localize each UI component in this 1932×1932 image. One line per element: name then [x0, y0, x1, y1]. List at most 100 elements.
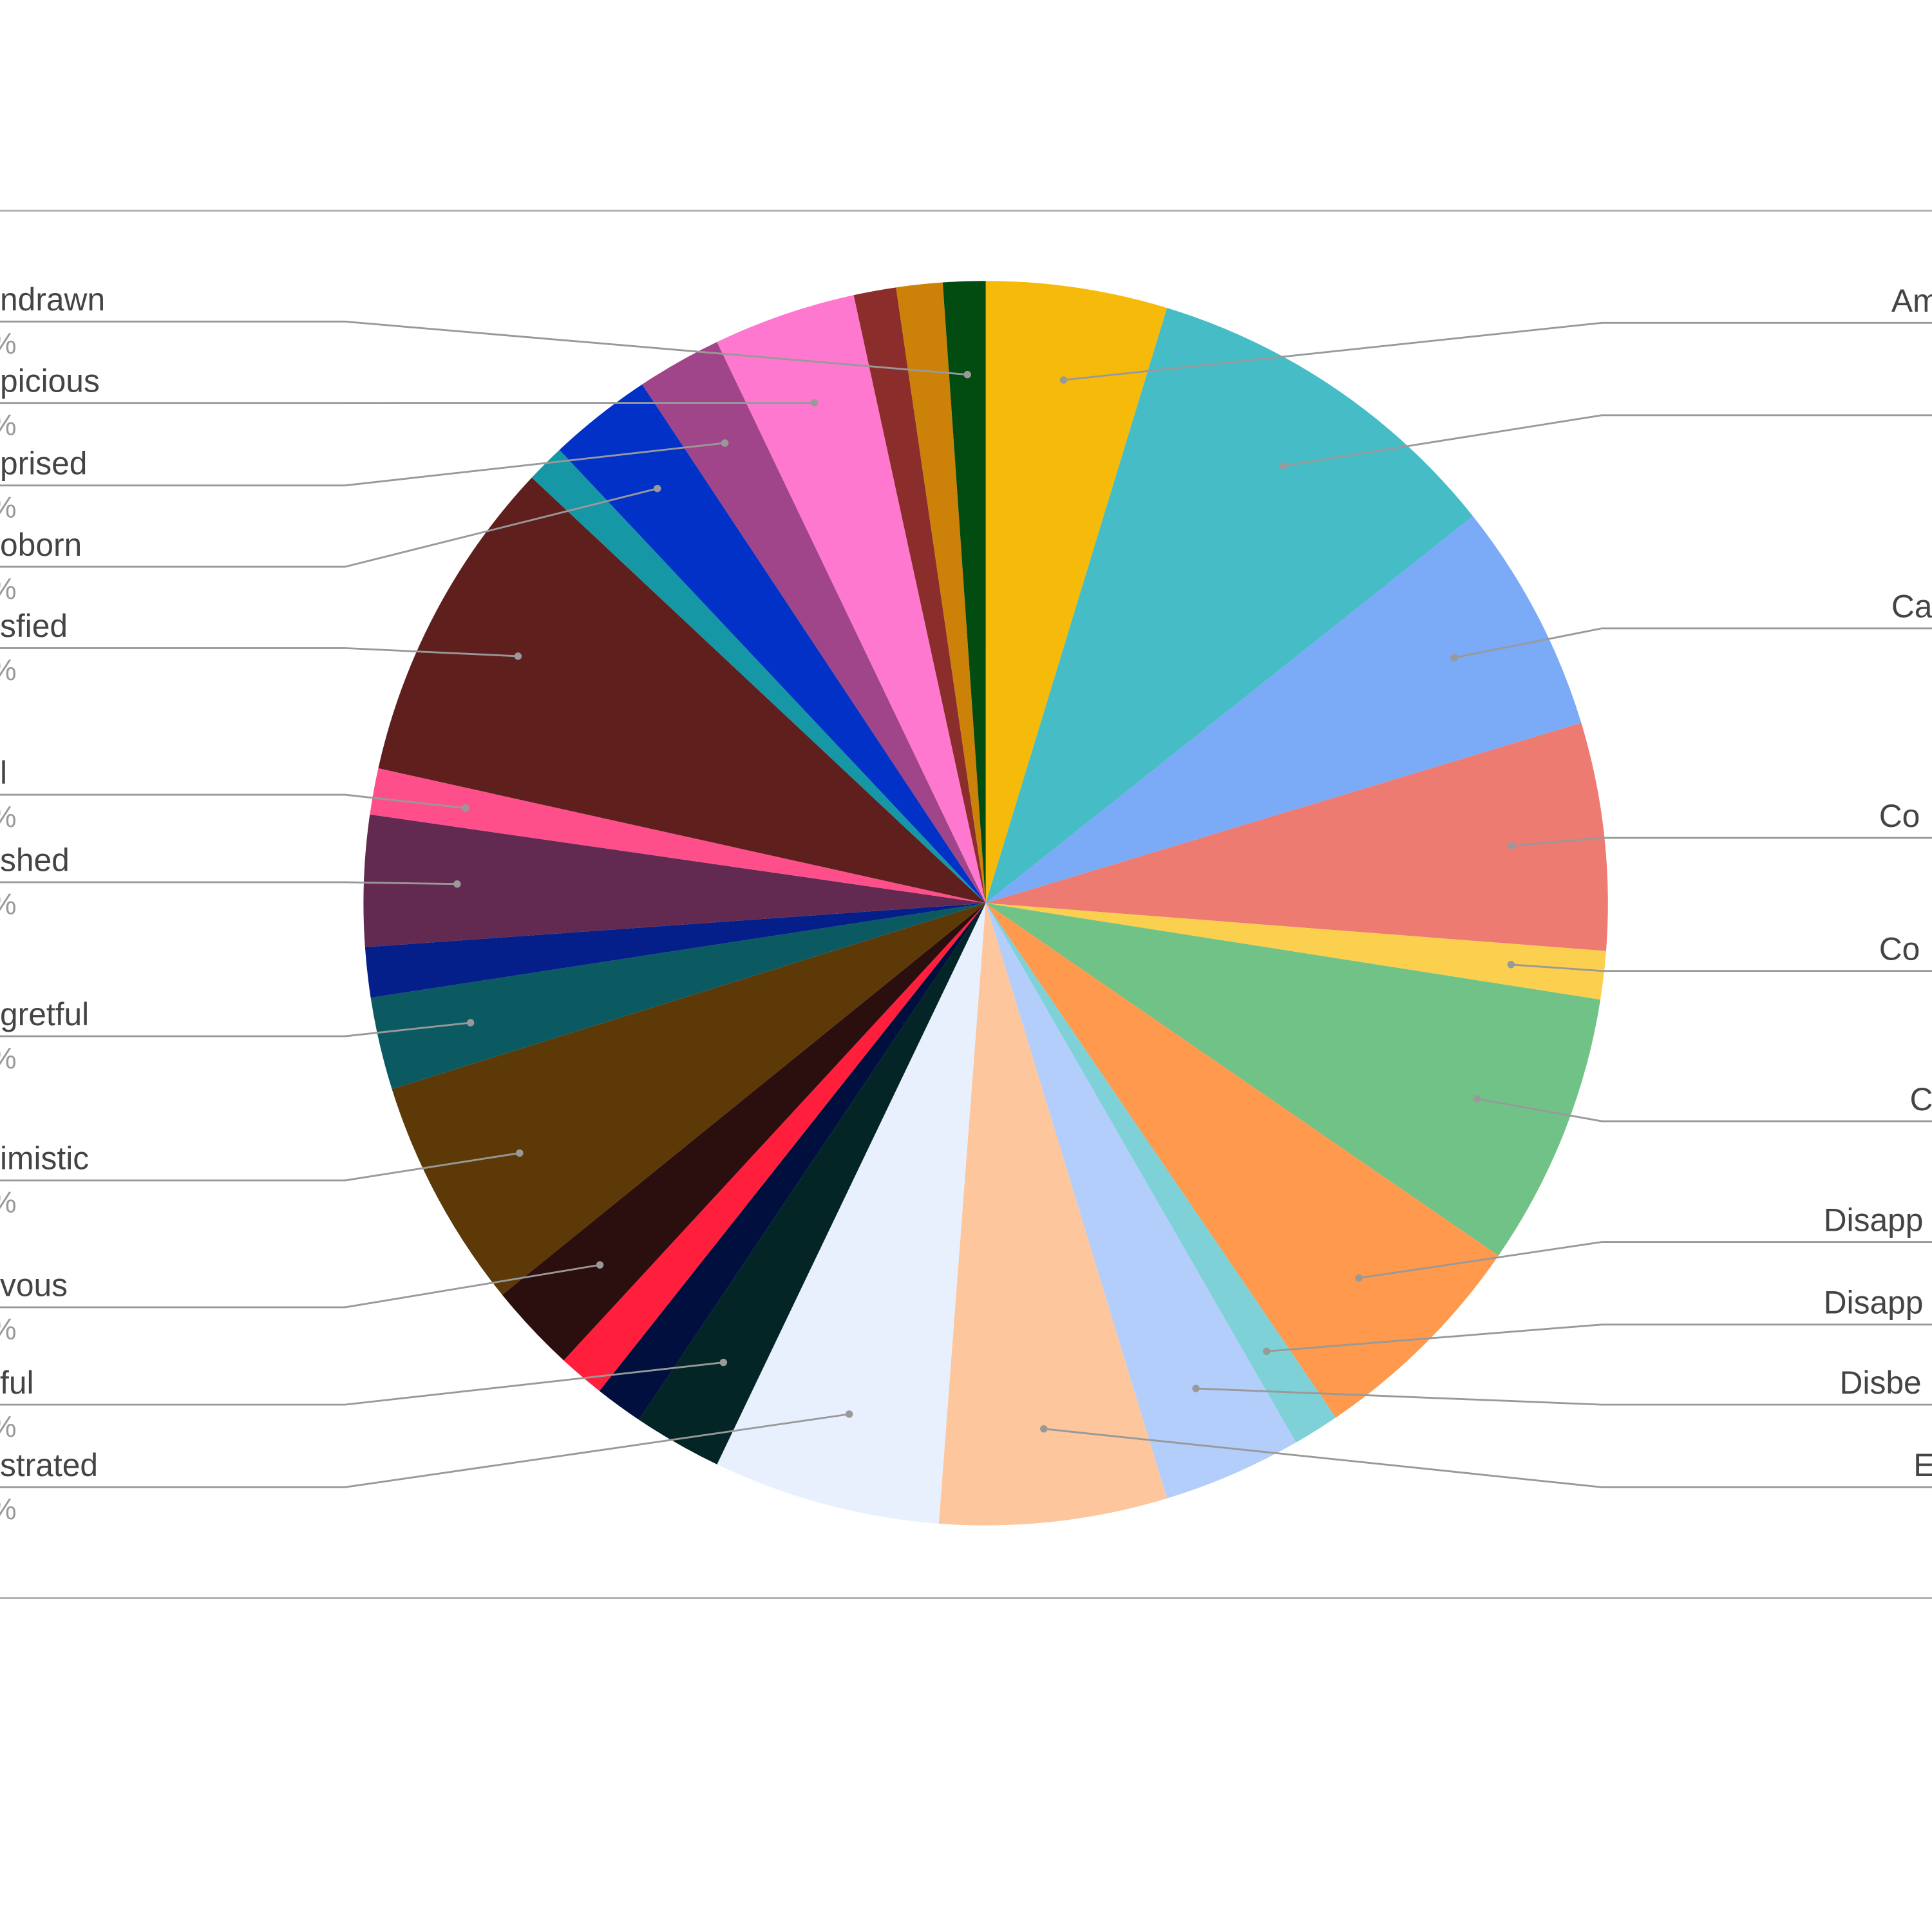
- pie-slice: [559, 384, 986, 904]
- leader-line: [1511, 963, 1932, 972]
- leader-dot: [1279, 462, 1287, 470]
- leader-dot: [1040, 1425, 1048, 1433]
- pie-slice: [717, 295, 986, 904]
- leader-dot: [514, 652, 522, 660]
- slice-percent-label: %: [0, 1041, 17, 1075]
- leader-line: [1358, 1241, 1932, 1279]
- leader-dot: [721, 439, 729, 447]
- slice-label: Am: [1891, 283, 1932, 319]
- pie-slice: [896, 282, 986, 904]
- leader-dot: [810, 399, 819, 407]
- leader-dot: [845, 1410, 853, 1418]
- slice-label: strated: [0, 1447, 98, 1483]
- leader-dot: [1059, 376, 1068, 384]
- pie-slice: [985, 516, 1582, 904]
- leader-line: [0, 647, 518, 658]
- slice-percent-label: %: [0, 408, 17, 441]
- slice-percent-label: %: [0, 1410, 17, 1443]
- leader-line: [0, 1264, 600, 1309]
- leader-line: [1043, 1428, 1932, 1488]
- slice-label: picious: [0, 363, 100, 399]
- leader-dot: [596, 1261, 604, 1269]
- leader-line: [0, 320, 968, 376]
- leader-line: [0, 442, 725, 487]
- pie-slice: [642, 341, 986, 904]
- leader-dot: [1508, 842, 1515, 850]
- pie-slice: [985, 903, 1601, 1256]
- leader-dot: [453, 880, 461, 888]
- slice-percent-label: %: [0, 1312, 17, 1346]
- slice-percent-label: %: [0, 572, 17, 605]
- pie-slice: [985, 903, 1336, 1443]
- leader-dot: [719, 1358, 728, 1367]
- slice-percent-label: %: [0, 887, 17, 921]
- pie-slice: [985, 903, 1499, 1418]
- slice-percent-label: %: [0, 800, 17, 833]
- pie-slice: [853, 287, 986, 904]
- slice-label: Co: [1879, 931, 1920, 967]
- leader-line: [1063, 321, 1932, 381]
- leader-dot: [461, 804, 469, 812]
- pie-slice: [942, 281, 986, 904]
- pie-slice: [717, 903, 986, 1524]
- leader-line: [0, 1413, 849, 1488]
- slice-label: Ca: [1891, 589, 1932, 625]
- leader-line: [1283, 414, 1932, 467]
- slice-label: Co: [1879, 798, 1920, 834]
- leader-line: [0, 881, 457, 886]
- pie-slice: [938, 903, 1168, 1526]
- slice-percent-label: %: [0, 1186, 17, 1219]
- pie-slice: [370, 768, 986, 904]
- pie-slice: [985, 903, 1606, 1000]
- slice-label: ndrawn: [0, 281, 105, 317]
- pie-slice: [639, 903, 986, 1464]
- slice-label: sfied: [0, 608, 68, 644]
- pie-slice: [985, 903, 1296, 1499]
- leader-line: [1454, 627, 1932, 659]
- slice-label: imistic: [0, 1141, 89, 1177]
- leader-line: [1477, 1097, 1932, 1122]
- pie-slice: [392, 903, 986, 1295]
- pie-slice: [502, 903, 986, 1361]
- leader-line: [0, 1021, 471, 1037]
- pie-slice: [599, 903, 986, 1420]
- leader-line: [1511, 837, 1932, 847]
- leader-dot: [1262, 1347, 1271, 1356]
- pie-slice: [370, 903, 986, 1090]
- slice-label: prised: [0, 446, 87, 482]
- slice-label: C: [1910, 1081, 1932, 1117]
- leader-dot: [516, 1149, 524, 1157]
- slice-label: oborn: [0, 527, 82, 563]
- slice-percent-label: %: [0, 327, 17, 360]
- leader-dot: [1473, 1095, 1481, 1103]
- slice-label: l: [0, 755, 7, 791]
- leader-dot: [1507, 961, 1515, 969]
- leader-line: [0, 488, 658, 568]
- slice-label: Disbe: [1840, 1365, 1922, 1401]
- pie-slice: [985, 308, 1473, 904]
- pie-slice: [365, 903, 986, 998]
- slice-label: Disapp: [1824, 1202, 1924, 1238]
- slice-label: ful: [0, 1365, 34, 1401]
- leader-dot: [963, 370, 971, 379]
- pie-slice: [378, 477, 986, 904]
- slice-percent-label: %: [0, 653, 17, 687]
- slice-percent-label: %: [0, 491, 17, 524]
- slice-label: Disapp: [1824, 1285, 1924, 1321]
- slice-label: gretful: [0, 996, 89, 1032]
- pie-slice: [985, 281, 1168, 904]
- slice-label: shed: [0, 842, 70, 878]
- leader-line: [1266, 1323, 1932, 1352]
- leader-dot: [1355, 1274, 1363, 1282]
- leader-line: [0, 1152, 520, 1182]
- slice-label: E: [1913, 1447, 1932, 1483]
- slice-label: vous: [0, 1267, 68, 1303]
- leader-line: [0, 1361, 724, 1406]
- leader-line: [0, 793, 466, 810]
- pie-slice: [531, 450, 986, 904]
- leader-dot: [1450, 654, 1458, 661]
- leader-line: [1196, 1387, 1932, 1406]
- leader-dot: [653, 484, 661, 493]
- slice-percent-label: %: [0, 1492, 17, 1526]
